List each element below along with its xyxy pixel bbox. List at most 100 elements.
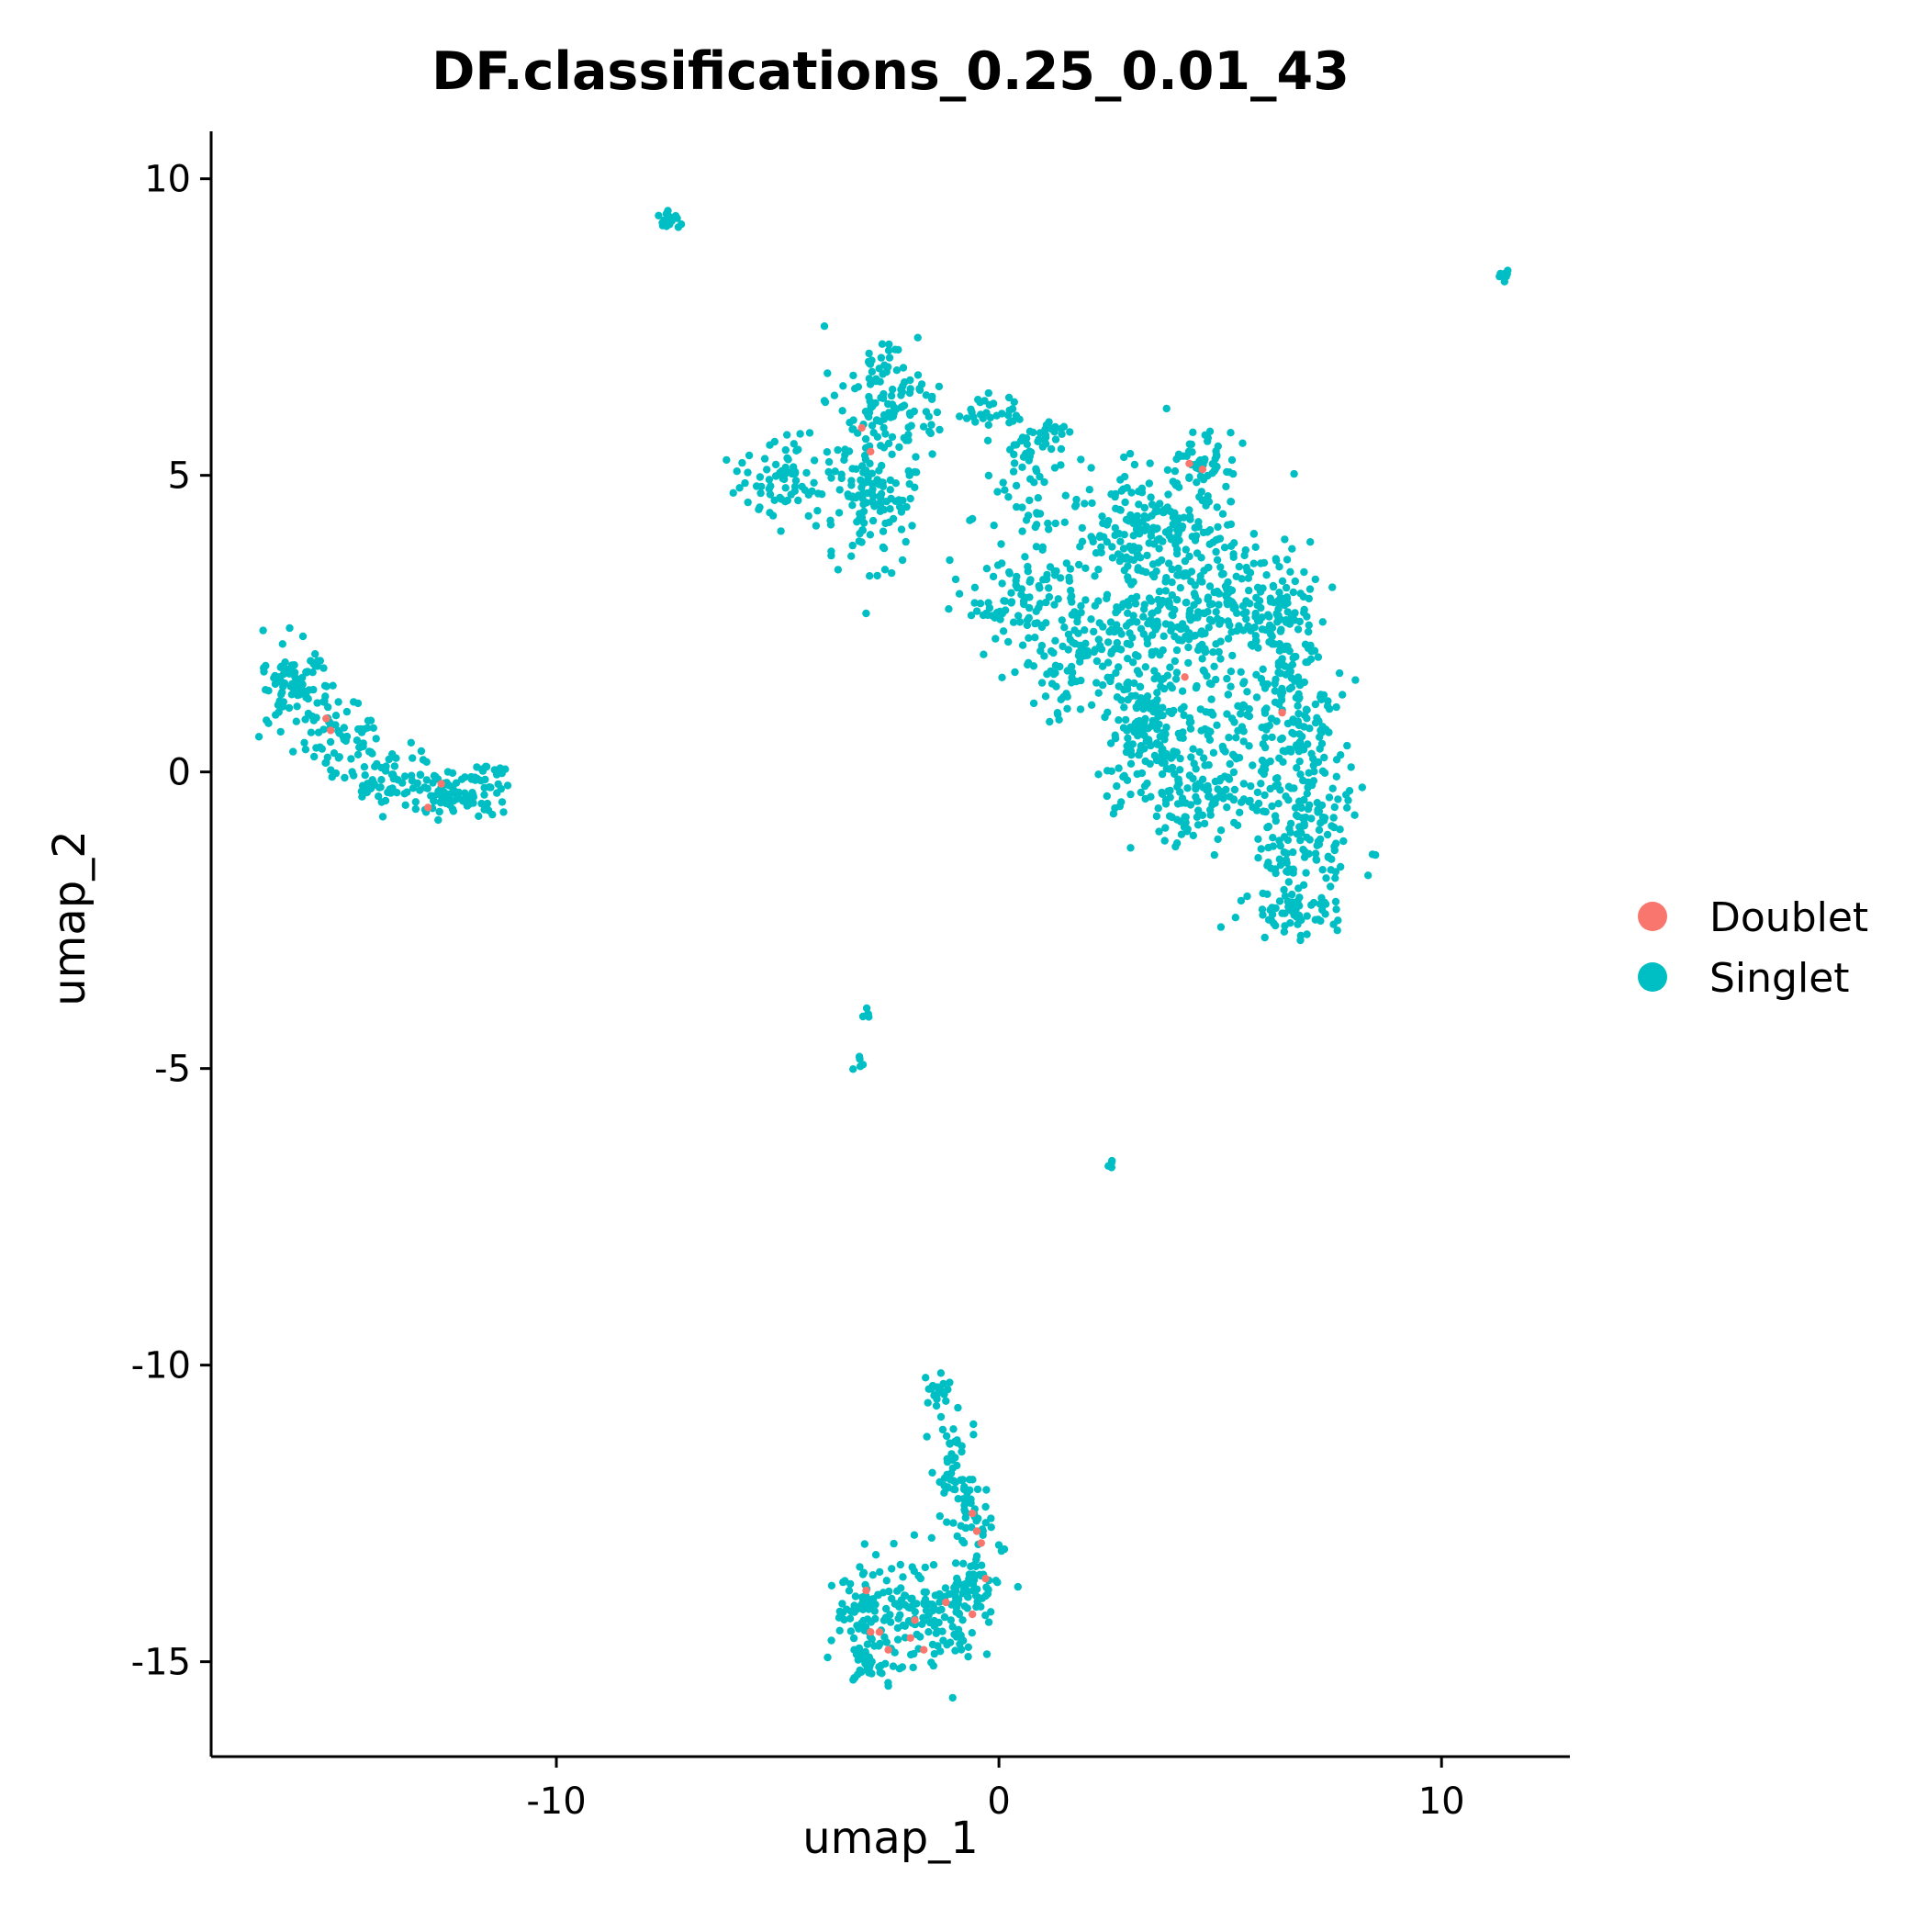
singlet-point — [1222, 482, 1230, 491]
singlet-point — [1115, 764, 1123, 772]
singlet-point — [1116, 537, 1125, 545]
singlet-point — [1120, 453, 1128, 462]
singlet-point — [1332, 702, 1340, 712]
singlet-point — [1318, 767, 1328, 775]
singlet-point — [1211, 799, 1219, 807]
doublet-point — [1181, 673, 1189, 681]
singlet-point — [1314, 653, 1323, 661]
singlet-point — [1254, 854, 1262, 862]
singlet-point — [893, 1587, 902, 1595]
singlet-point — [1238, 439, 1247, 447]
singlet-point — [326, 737, 335, 747]
singlet-point — [1035, 581, 1043, 590]
singlet-point — [766, 490, 775, 499]
singlet-point — [1209, 648, 1217, 657]
singlet-point — [378, 813, 387, 821]
singlet-point — [1313, 799, 1322, 807]
singlet-point — [1253, 788, 1262, 797]
singlet-point — [1332, 772, 1341, 781]
singlet-point — [1148, 631, 1157, 639]
singlet-point — [970, 599, 979, 607]
singlet-point — [904, 436, 913, 444]
singlet-point — [960, 1482, 969, 1491]
singlet-point — [841, 1577, 849, 1585]
singlet-point — [860, 1597, 868, 1605]
singlet-point — [1252, 693, 1261, 702]
singlet-point — [886, 1618, 895, 1626]
singlet-point — [263, 716, 271, 724]
singlet-point — [1204, 433, 1213, 443]
singlet-point — [1046, 717, 1054, 726]
singlet-point — [1111, 489, 1120, 499]
singlet-point — [1107, 1158, 1116, 1167]
singlet-point — [987, 1608, 995, 1616]
singlet-point — [911, 467, 919, 477]
singlet-point — [1058, 616, 1067, 624]
singlet-point — [1197, 488, 1206, 496]
singlet-point — [1307, 781, 1316, 790]
singlet-point — [992, 635, 1000, 643]
singlet-point — [884, 1679, 892, 1687]
singlet-point — [1177, 523, 1185, 532]
singlet-point — [311, 662, 319, 670]
singlet-point — [1113, 693, 1122, 702]
singlet-point — [1195, 642, 1204, 651]
singlet-point — [1185, 552, 1193, 561]
singlet-point — [1226, 759, 1234, 769]
singlet-point — [1321, 900, 1330, 908]
singlet-point — [879, 482, 888, 490]
singlet-point — [794, 445, 802, 454]
singlet-point — [881, 430, 890, 438]
singlet-point — [1129, 612, 1137, 620]
singlet-point — [849, 416, 857, 424]
doublet-point — [867, 447, 875, 455]
singlet-point — [1023, 621, 1032, 630]
singlet-point — [959, 1539, 969, 1547]
singlet-point — [1264, 859, 1272, 867]
singlet-point — [1205, 540, 1214, 548]
singlet-point — [856, 1563, 864, 1571]
singlet-point — [1168, 763, 1177, 772]
y-tick-label: -15 — [131, 1642, 191, 1684]
singlet-point — [776, 468, 784, 477]
singlet-point — [366, 716, 375, 724]
singlet-point — [340, 736, 348, 744]
doublet-point — [437, 780, 445, 788]
singlet-point — [1123, 484, 1131, 492]
singlet-point — [1333, 927, 1341, 935]
singlet-point — [1161, 578, 1170, 586]
singlet-point — [1282, 792, 1290, 801]
singlet-point — [1168, 709, 1176, 718]
singlet-point — [958, 1447, 966, 1456]
singlet-point — [1081, 596, 1090, 604]
singlet-point — [1122, 553, 1131, 561]
singlet-point — [1351, 676, 1360, 684]
singlet-point — [942, 1397, 950, 1406]
singlet-point — [1037, 679, 1047, 687]
singlet-point — [1229, 469, 1238, 478]
singlet-point — [664, 207, 672, 215]
doublet-point — [862, 1586, 870, 1595]
singlet-point — [738, 458, 746, 467]
singlet-point — [1280, 885, 1288, 894]
singlet-point — [1215, 590, 1224, 598]
singlet-point — [1146, 459, 1154, 467]
singlet-point — [1172, 668, 1182, 677]
singlet-point — [888, 450, 896, 458]
singlet-point — [1198, 629, 1207, 637]
singlet-point — [1175, 536, 1183, 545]
singlet-point — [1242, 563, 1250, 572]
singlet-point — [469, 792, 477, 802]
singlet-point — [992, 411, 1001, 420]
singlet-point — [1225, 734, 1233, 742]
singlet-point — [1119, 724, 1128, 732]
singlet-point — [1077, 601, 1085, 610]
singlet-point — [796, 430, 804, 438]
singlet-point — [1302, 869, 1310, 877]
singlet-point — [1106, 739, 1115, 747]
points-layer — [254, 207, 1512, 1702]
singlet-point — [944, 1483, 952, 1491]
singlet-point — [1284, 878, 1294, 886]
singlet-point — [835, 509, 844, 517]
singlet-point — [1320, 814, 1329, 822]
